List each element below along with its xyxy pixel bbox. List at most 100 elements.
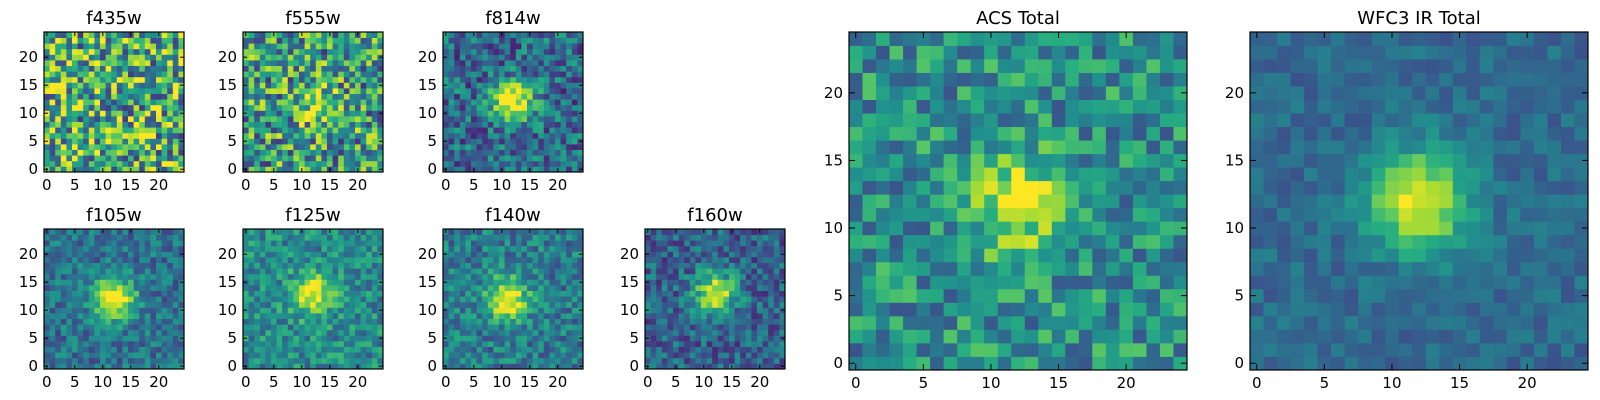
pixel-cell (83, 149, 90, 156)
pixel-cell (327, 71, 333, 78)
pixel-cell (94, 296, 101, 303)
pixel-cell (315, 155, 322, 162)
pixel-cell (779, 296, 786, 303)
pixel-cell (371, 82, 378, 89)
pixel-cell (178, 318, 185, 325)
pixel-cell (538, 54, 545, 61)
pixel-cell (454, 88, 461, 94)
pixel-cell (111, 273, 118, 280)
x-tick-label: 0 (241, 373, 251, 391)
pixel-cell (355, 132, 361, 139)
pixel-cell (122, 296, 129, 303)
pixel-cell (471, 234, 477, 241)
pixel-cell (248, 76, 255, 83)
pixel-cell (1173, 288, 1188, 303)
pixel-cell (701, 262, 707, 269)
pixel-cell (684, 352, 691, 359)
pixel-cell (734, 352, 741, 359)
panel-title-f125w: f125w (285, 205, 340, 226)
pixel-cell (282, 257, 289, 263)
pixel-cell (310, 127, 317, 134)
pixel-cell (734, 245, 741, 252)
pixel-cell (762, 262, 769, 269)
pixel-cell (957, 207, 972, 222)
pixel-cell (745, 251, 752, 258)
pixel-cell (139, 301, 146, 308)
pixel-cell (55, 76, 62, 83)
pixel-cell (349, 324, 356, 331)
pixel-cell (332, 251, 339, 258)
pixel-cell (459, 71, 466, 78)
pixel-cell (94, 88, 101, 94)
pixel-cell (566, 88, 573, 94)
pixel-cell (94, 138, 101, 145)
pixel-cell (532, 357, 539, 364)
pixel-cell (254, 76, 261, 83)
pixel-cell (161, 155, 168, 162)
pixel-cell (577, 329, 584, 336)
pixel-cell (717, 229, 724, 235)
pixel-cell (355, 121, 361, 128)
pixel-cell (849, 356, 863, 371)
pixel-cell (133, 324, 140, 331)
pixel-cell (521, 341, 528, 347)
pixel-cell (729, 234, 735, 241)
pixel-cell (321, 335, 328, 342)
x-tick-label: 10 (492, 176, 511, 194)
pixel-cell (371, 155, 378, 162)
pixel-cell (178, 324, 185, 331)
pixel-cell (471, 144, 477, 150)
pixel-cell (493, 43, 500, 50)
pixel-cell (943, 153, 958, 168)
pixel-cell (161, 357, 168, 364)
pixel-cell (332, 65, 339, 72)
pixel-cell (1051, 315, 1066, 330)
pixel-cell (167, 110, 174, 117)
pixel-cell (532, 273, 539, 280)
pixel-cell (338, 251, 345, 258)
pixel-cell (667, 296, 674, 303)
pixel-cell (493, 104, 500, 111)
pixel-cell (167, 357, 174, 364)
y-tick-label: 15 (218, 273, 237, 291)
pixel-cell (566, 262, 573, 269)
pixel-cell (673, 290, 679, 297)
y-tick-label: 15 (620, 273, 639, 291)
pixel-cell (515, 273, 522, 280)
pixel-cell (673, 329, 679, 336)
pixel-cell (712, 251, 719, 258)
pixel-cell (667, 307, 674, 314)
pixel-cell (493, 346, 500, 353)
pixel-cell (515, 166, 522, 173)
pixel-cell (66, 32, 73, 38)
pixel-cell (88, 301, 95, 308)
pixel-cell (876, 315, 890, 330)
pixel-cell (773, 290, 780, 297)
pixel-cell (355, 82, 361, 89)
pixel-cell (543, 324, 550, 331)
pixel-cell (139, 60, 146, 66)
pixel-cell (355, 127, 361, 134)
pixel-cell (984, 234, 999, 249)
pixel-cell (122, 127, 129, 134)
pixel-cell (167, 93, 174, 100)
pixel-cell (282, 93, 289, 100)
pixel-cell (499, 324, 505, 331)
pixel-cell (757, 268, 763, 275)
pixel-cell (717, 234, 724, 241)
pixel-cell (265, 273, 272, 280)
pixel-cell (94, 363, 101, 370)
pixel-cell (271, 307, 277, 314)
pixel-cell (779, 357, 786, 364)
y-tick-label: 0 (629, 357, 639, 375)
pixel-cell (577, 43, 584, 50)
pixel-cell (66, 257, 73, 263)
pixel-cell (139, 144, 146, 150)
pixel-cell (327, 234, 333, 241)
pixel-cell (304, 76, 311, 83)
pixel-cell (265, 229, 272, 235)
pixel-cell (355, 290, 361, 297)
pixel-cell (161, 346, 168, 353)
pixel-cell (349, 144, 356, 150)
pixel-cell (66, 149, 73, 156)
